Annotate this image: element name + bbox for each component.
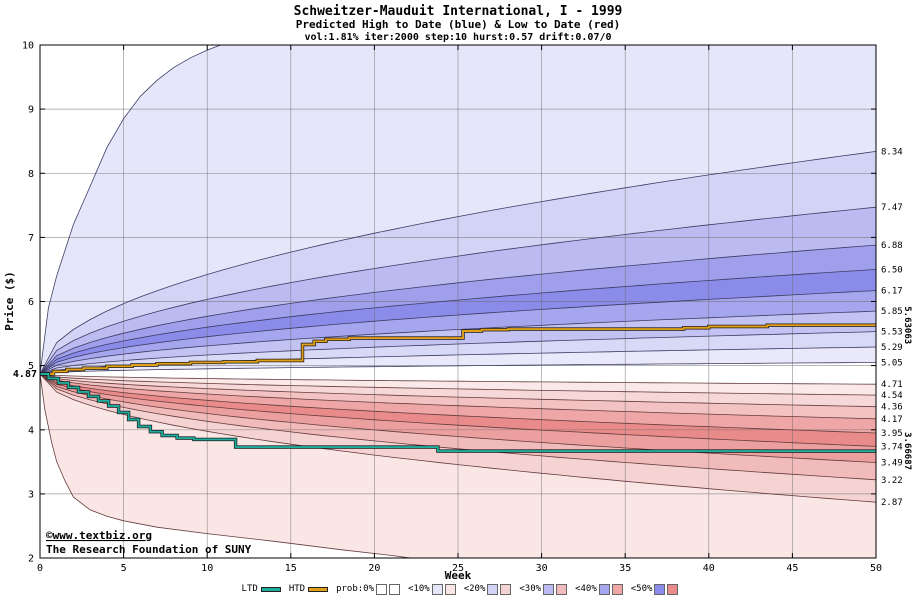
- svg-text:4.17: 4.17: [881, 415, 903, 425]
- svg-text:10: 10: [22, 41, 34, 52]
- svg-text:5.53: 5.53: [881, 328, 903, 338]
- svg-text:2.87: 2.87: [881, 498, 903, 508]
- legend-label: <10%: [408, 584, 430, 594]
- legend-label: LTD: [241, 584, 258, 594]
- legend-item: <40%: [575, 583, 623, 595]
- legend-color-swatch: [444, 583, 456, 595]
- start-price-label: 4.87: [13, 369, 37, 380]
- legend-label: prob:0%: [336, 584, 375, 594]
- svg-text:3.49: 3.49: [881, 459, 903, 469]
- legend-color-swatch: [500, 583, 512, 595]
- svg-text:0: 0: [37, 563, 43, 574]
- svg-text:5: 5: [28, 361, 34, 372]
- legend-color-swatch: [654, 583, 666, 595]
- svg-text:6.88: 6.88: [881, 241, 903, 251]
- svg-text:5.29: 5.29: [881, 343, 903, 353]
- legend: LTD HTD prob:0% <10% <20% <30% <40% <50%: [0, 580, 920, 598]
- band-boundary-lines: [40, 45, 876, 558]
- htd-ltd-step-lines: [40, 323, 876, 453]
- svg-text:2: 2: [28, 554, 34, 565]
- legend-item: <20%: [463, 583, 512, 595]
- svg-text:6.17: 6.17: [881, 287, 903, 297]
- svg-text:5.05: 5.05: [881, 358, 903, 368]
- svg-text:5: 5: [121, 563, 127, 574]
- svg-text:7.47: 7.47: [881, 203, 903, 213]
- svg-text:25: 25: [452, 563, 464, 574]
- svg-text:15: 15: [285, 563, 297, 574]
- svg-text:8.34: 8.34: [881, 147, 903, 157]
- legend-color-swatch: [389, 583, 401, 595]
- svg-text:7: 7: [28, 233, 34, 244]
- watermark-org: The Research Foundation of SUNY: [46, 543, 252, 556]
- legend-label: <20%: [463, 584, 486, 594]
- legend-item: HTD: [288, 584, 329, 594]
- legend-color-swatch: [556, 583, 568, 595]
- ltd-final-label: 3.66687: [902, 432, 912, 470]
- svg-text:3: 3: [28, 489, 34, 500]
- chart-subtitle: Predicted High to Date (blue) & Low to D…: [296, 18, 621, 31]
- right-edge-value-labels: 5.05 5.29 5.53 5.85 6.17 6.50 6.88 7.47 8.34 4.71…: [881, 147, 912, 508]
- svg-text:35: 35: [619, 563, 631, 574]
- svg-text:20: 20: [368, 563, 380, 574]
- legend-label: <40%: [575, 584, 597, 594]
- legend-color-swatch: [543, 583, 555, 595]
- svg-text:4.54: 4.54: [881, 391, 903, 401]
- svg-text:4.36: 4.36: [881, 403, 903, 413]
- chart-params: vol:1.81% iter:2000 step:10 hurst:0.57 d…: [304, 31, 611, 43]
- y-axis-label: Price ($): [3, 271, 16, 331]
- svg-text:8: 8: [28, 169, 34, 180]
- svg-text:3.95: 3.95: [881, 429, 903, 439]
- svg-text:3.22: 3.22: [881, 476, 903, 486]
- legend-label: HTD: [288, 584, 306, 594]
- svg-text:40: 40: [703, 563, 715, 574]
- svg-text:5.85: 5.85: [881, 307, 903, 317]
- legend-label: <50%: [630, 584, 653, 594]
- htd-final-label: 5.63063: [902, 306, 912, 344]
- legend-color-swatch: [667, 583, 679, 595]
- svg-text:45: 45: [786, 563, 798, 574]
- legend-item: <30%: [519, 583, 568, 595]
- legend-item: prob:0%: [336, 583, 401, 595]
- legend-item: <50%: [630, 583, 679, 595]
- legend-color-swatch: [431, 583, 443, 595]
- svg-text:6.50: 6.50: [881, 265, 903, 275]
- x-axis-label: Week: [445, 569, 472, 582]
- svg-text:9: 9: [28, 105, 34, 116]
- svg-text:4: 4: [28, 425, 34, 436]
- legend-line-swatch: [308, 586, 329, 592]
- svg-text:4.71: 4.71: [881, 380, 903, 390]
- svg-text:3.74: 3.74: [881, 442, 903, 452]
- svg-text:6: 6: [28, 297, 34, 308]
- svg-text:10: 10: [201, 563, 213, 574]
- axis-ticks: [39, 44, 877, 559]
- legend-color-swatch: [376, 583, 388, 595]
- chart-title: Schweitzer-Mauduit International, I - 19…: [294, 4, 623, 19]
- legend-label: <30%: [519, 584, 542, 594]
- legend-item: <10%: [408, 583, 456, 595]
- svg-text:50: 50: [870, 563, 882, 574]
- legend-color-swatch: [598, 583, 610, 595]
- watermark-url: ©www.textbiz.org: [46, 529, 152, 542]
- legend-color-swatch: [611, 583, 623, 595]
- legend-item: LTD: [242, 584, 281, 594]
- legend-line-swatch: [260, 586, 281, 592]
- legend-color-swatch: [487, 583, 499, 595]
- svg-text:30: 30: [536, 563, 548, 574]
